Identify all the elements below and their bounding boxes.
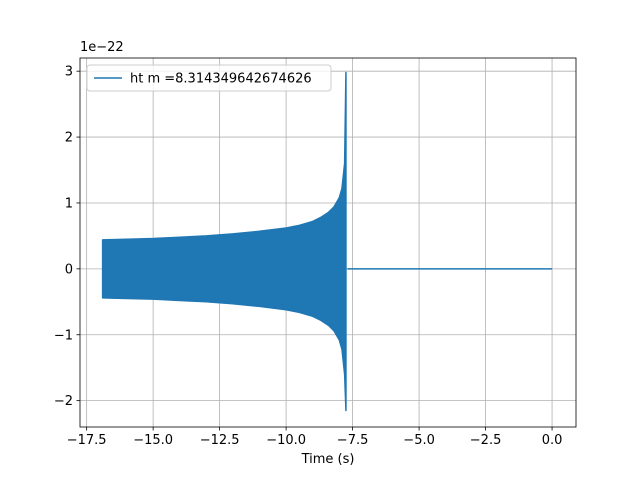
y-tick-label: −2 xyxy=(54,394,73,409)
x-tick-label: −5.0 xyxy=(403,433,435,448)
x-tick-label: 0.0 xyxy=(542,433,563,448)
legend-entry-label: ht m =8.314349642674626 xyxy=(130,72,312,87)
y-tick-label: −1 xyxy=(54,328,73,343)
x-tick-label: −2.5 xyxy=(470,433,502,448)
y-tick-label: 3 xyxy=(65,65,73,80)
x-tick-label: −10.0 xyxy=(266,433,306,448)
legend-box xyxy=(86,64,332,92)
legend: ht m =8.314349642674626 xyxy=(86,64,332,92)
y-tick-label: 1 xyxy=(65,196,73,211)
tick-layer: −17.5 −15.0 −12.5 −10.0 −7.5 −5.0 −2.5 0.0 −2 −1 0… xyxy=(54,65,563,448)
y-tick-label: 0 xyxy=(65,262,73,277)
x-tick-label: −12.5 xyxy=(200,433,240,448)
x-tick-label: −15.0 xyxy=(133,433,173,448)
axes-frame xyxy=(79,57,577,428)
x-tick-label: −7.5 xyxy=(337,433,369,448)
data-layer xyxy=(101,71,553,412)
series-oscillation-envelope xyxy=(101,71,347,412)
y-offset-label: 1e−22 xyxy=(80,40,124,55)
x-tick-label: −17.5 xyxy=(67,433,107,448)
y-tick-label: 2 xyxy=(65,131,73,146)
x-axis-label: Time (s) xyxy=(301,452,355,467)
